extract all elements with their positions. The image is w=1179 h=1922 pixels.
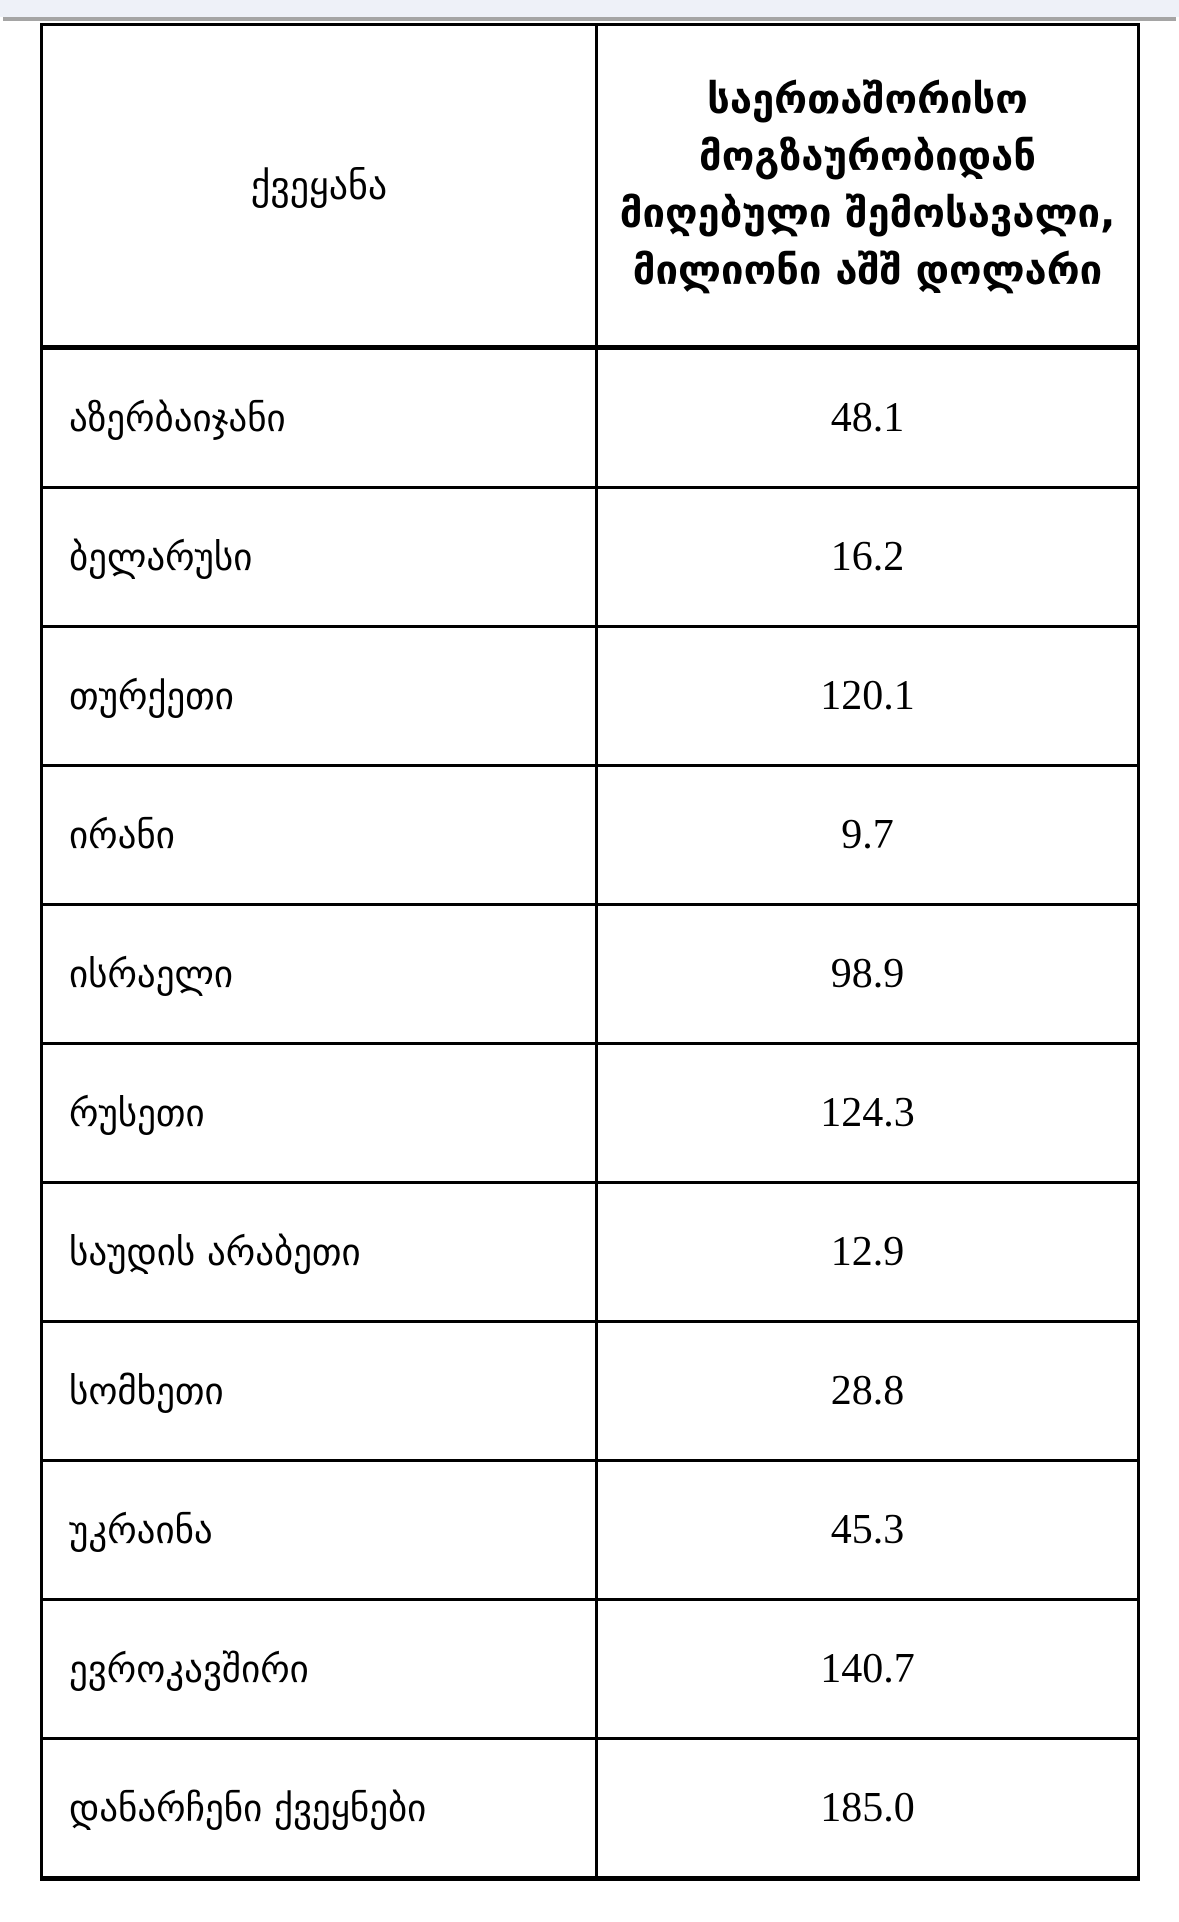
country-cell: ბელარუსი	[40, 486, 598, 628]
country-cell: რუსეთი	[40, 1042, 598, 1184]
country-cell: თურქეთი	[40, 625, 598, 767]
income-value-cell: 124.3	[595, 1042, 1140, 1184]
country-header-label: ქვეყანა	[250, 163, 388, 208]
table-row: საუდის არაბეთი 12.9	[40, 1181, 1140, 1323]
table-row: დანარჩენი ქვეყნები 185.0	[40, 1737, 1140, 1880]
income-value-cell: 28.8	[595, 1320, 1140, 1462]
country-cell: საუდის არაბეთი	[40, 1181, 598, 1323]
income-value-cell: 12.9	[595, 1181, 1140, 1323]
table-row: ევროკავშირი 140.7	[40, 1598, 1140, 1740]
table-row: ბელარუსი 16.2	[40, 486, 1140, 628]
toolbar-shadow-rule	[3, 17, 1176, 21]
income-value-cell: 98.9	[595, 903, 1140, 1045]
country-cell: ისრაელი	[40, 903, 598, 1045]
income-value-cell: 185.0	[595, 1737, 1140, 1880]
table-row: ირანი 9.7	[40, 764, 1140, 906]
country-cell: ირანი	[40, 764, 598, 906]
income-value-cell: 16.2	[595, 486, 1140, 628]
income-value-cell: 140.7	[595, 1598, 1140, 1740]
country-cell: ევროკავშირი	[40, 1598, 598, 1740]
table-body: აზერბაიჯანი 48.1 ბელარუსი 16.2 თურქეთი 120.1 ი…	[40, 346, 1140, 1880]
table-row: ისრაელი 98.9	[40, 903, 1140, 1045]
document-page: ქვეყანა საერთაშორისო მოგზაურობიდან მიღებ…	[0, 21, 1179, 1881]
country-cell: უკრაინა	[40, 1459, 598, 1601]
table-row: უკრაინა 45.3	[40, 1459, 1140, 1601]
column-header-country: ქვეყანა	[40, 23, 598, 350]
income-value-cell: 48.1	[595, 346, 1140, 489]
column-header-income: საერთაშორისო მოგზაურობიდან მიღებული შემო…	[595, 23, 1140, 350]
table-header: ქვეყანა საერთაშორისო მოგზაურობიდან მიღებ…	[40, 23, 1140, 350]
country-cell: სომხეთი	[40, 1320, 598, 1462]
income-value-cell: 9.7	[595, 764, 1140, 906]
income-value-cell: 120.1	[595, 625, 1140, 767]
top-chrome-bar	[0, 0, 1179, 17]
income-header-label: საერთაშორისო მოგზაურობიდან მიღებული შემო…	[619, 76, 1116, 294]
income-value-cell: 45.3	[595, 1459, 1140, 1601]
table-row: სომხეთი 28.8	[40, 1320, 1140, 1462]
table-row: აზერბაიჯანი 48.1	[40, 346, 1140, 489]
country-cell: დანარჩენი ქვეყნები	[40, 1737, 598, 1880]
tourism-income-table: ქვეყანა საერთაშორისო მოგზაურობიდან მიღებ…	[40, 23, 1140, 1881]
header-row: ქვეყანა საერთაშორისო მოგზაურობიდან მიღებ…	[40, 23, 1140, 350]
table-row: თურქეთი 120.1	[40, 625, 1140, 767]
country-cell: აზერბაიჯანი	[40, 346, 598, 489]
table-row: რუსეთი 124.3	[40, 1042, 1140, 1184]
